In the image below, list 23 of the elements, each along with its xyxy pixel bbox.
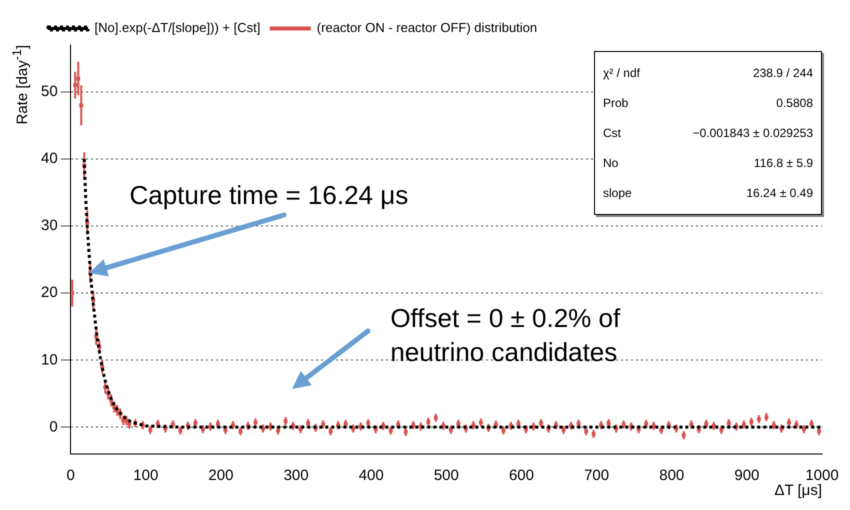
x-tick-label: 200 xyxy=(208,467,234,484)
y-tick-label: 30 xyxy=(40,217,58,234)
y-tick-label: 20 xyxy=(40,284,58,302)
legend-label: (reactor ON - reactor OFF) distribution xyxy=(316,20,538,36)
y-tick-label: 50 xyxy=(40,83,58,100)
legend-label: [No].exp(-ΔT/[slope])) + [Cst] xyxy=(94,20,260,36)
x-tick-label: 700 xyxy=(584,467,610,484)
x-tick-label: 300 xyxy=(284,467,309,484)
x-tick-label: 1000 xyxy=(805,467,839,484)
y-tick-label: 10 xyxy=(40,351,58,368)
x-tick-label: 600 xyxy=(508,467,534,484)
fit-statistics-panel: χ² / ndf 238.9 / 244 Prob 0.5808 Cst −0.001843 ± 0.029253 No 116.8 ± 5.9 slope 16.24 ± 0.49 xyxy=(594,51,822,215)
x-tick-label: 800 xyxy=(659,467,684,484)
annotation: Offset = 0 ± 0.2% of neutrino candidates xyxy=(390,302,622,369)
x-axis-title: ΔT [μs] xyxy=(774,482,822,499)
y-tick-label: 0 xyxy=(49,418,58,436)
annotation: Capture time = 16.24 μs xyxy=(129,178,408,212)
x-tick-label: 900 xyxy=(734,467,760,484)
x-tick-label: 100 xyxy=(133,467,158,484)
x-tick-label: 400 xyxy=(358,467,384,484)
y-tick-label: 40 xyxy=(40,150,58,168)
x-tick-label: 500 xyxy=(434,467,459,484)
x-tick-label: 0 xyxy=(66,467,75,484)
